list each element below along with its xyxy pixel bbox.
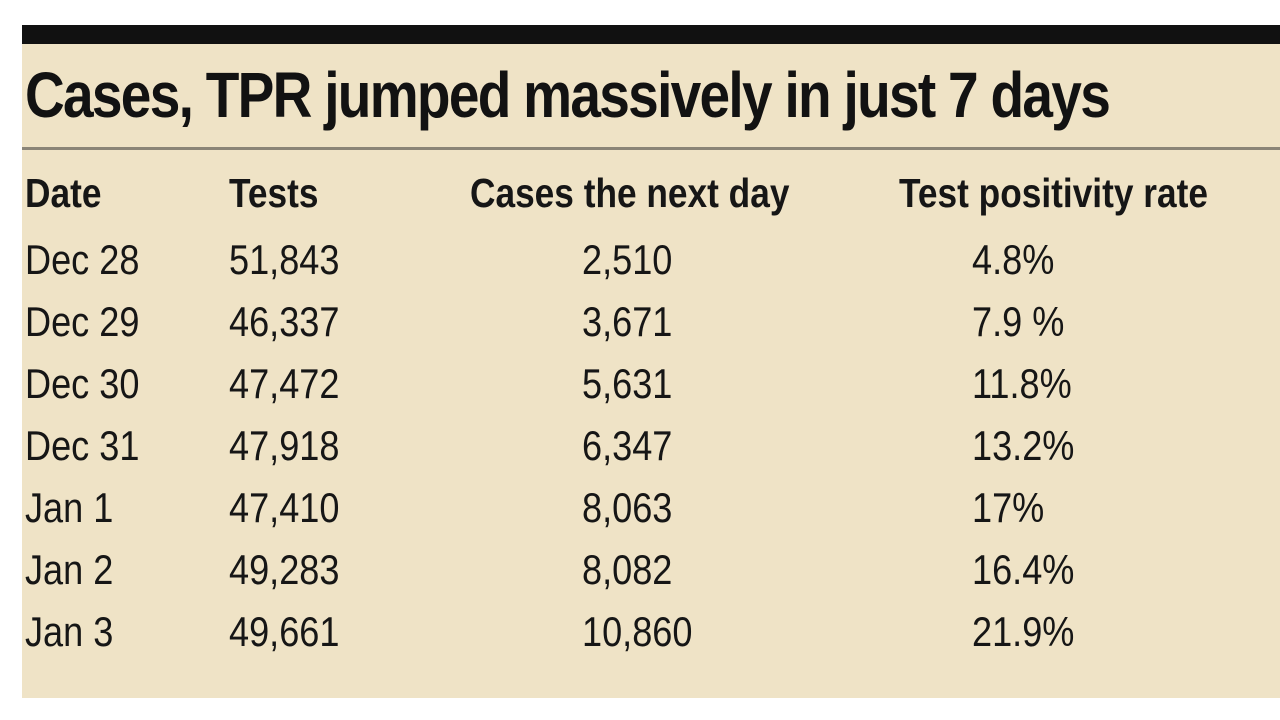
date-cell: Dec 28 [25,236,140,283]
tpr-cell: 17% [972,484,1045,531]
date-cell: Dec 31 [25,422,140,469]
tests-cell: 46,337 [229,298,340,345]
table-row: Jan 2 49,283 8,082 16.4% [22,539,1280,601]
cases-cell: 2,510 [582,236,673,283]
cases-cell: 10,860 [582,608,693,655]
tpr-cell: 4.8% [972,236,1055,283]
infographic-panel: Cases, TPR jumped massively in just 7 da… [22,25,1280,698]
chart-title: Cases, TPR jumped massively in just 7 da… [25,59,1111,131]
tests-cell: 49,661 [229,608,340,655]
table-header-row: Date Tests Cases the next day Test posit… [22,162,1280,224]
tests-cell: 47,472 [229,360,340,407]
column-header-tpr: Test positivity rate [899,170,1208,216]
table-row: Dec 29 46,337 3,671 7.9 % [22,291,1280,353]
tests-cell: 47,410 [229,484,340,531]
tpr-cell: 7.9 % [972,298,1065,345]
table-row: Dec 31 47,918 6,347 13.2% [22,415,1280,477]
column-header-date: Date [25,170,102,216]
tests-cell: 49,283 [229,546,340,593]
cases-cell: 8,063 [582,484,673,531]
tpr-cell: 16.4% [972,546,1075,593]
top-rule [22,25,1280,44]
cases-cell: 5,631 [582,360,673,407]
title-divider [22,147,1280,150]
date-cell: Jan 2 [25,546,114,593]
column-header-cases: Cases the next day [470,170,790,216]
table-row: Jan 1 47,410 8,063 17% [22,477,1280,539]
cases-cell: 6,347 [582,422,673,469]
table-row: Dec 28 51,843 2,510 4.8% [22,229,1280,291]
tests-cell: 47,918 [229,422,340,469]
date-cell: Jan 1 [25,484,114,531]
date-cell: Dec 29 [25,298,140,345]
cases-cell: 8,082 [582,546,673,593]
cases-cell: 3,671 [582,298,673,345]
data-table: Date Tests Cases the next day Test posit… [22,162,1280,682]
tests-cell: 51,843 [229,236,340,283]
table-row: Dec 30 47,472 5,631 11.8% [22,353,1280,415]
tpr-cell: 21.9% [972,608,1075,655]
tpr-cell: 11.8% [972,360,1072,407]
table-row: Jan 3 49,661 10,860 21.9% [22,601,1280,663]
date-cell: Dec 30 [25,360,140,407]
column-header-tests: Tests [229,170,319,216]
tpr-cell: 13.2% [972,422,1075,469]
date-cell: Jan 3 [25,608,114,655]
